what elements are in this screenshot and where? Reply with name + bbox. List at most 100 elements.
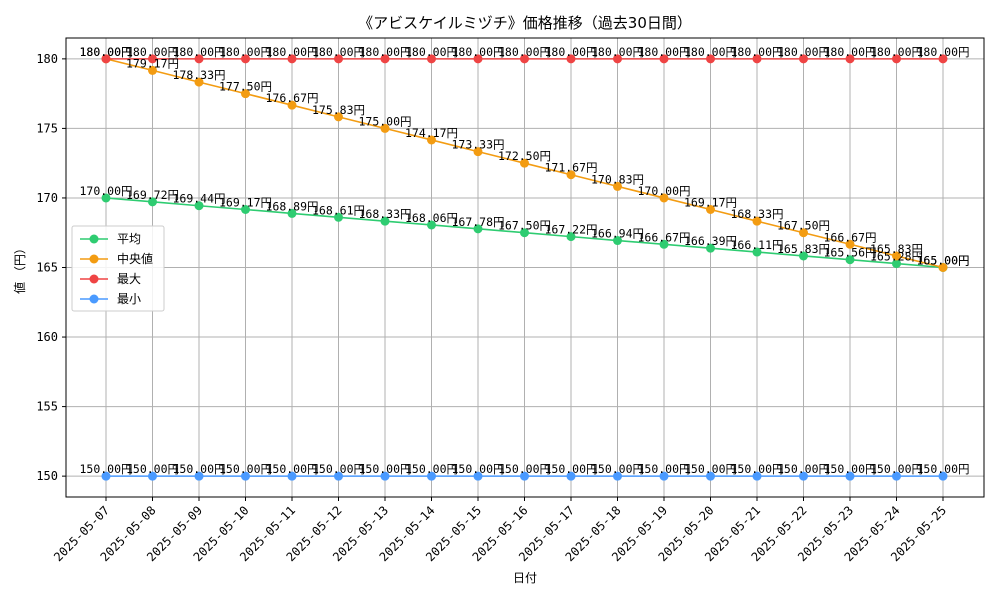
data-point bbox=[845, 255, 855, 265]
data-label: 180.00円 bbox=[172, 45, 225, 59]
data-point bbox=[101, 193, 111, 203]
legend-label: 中央値 bbox=[117, 251, 153, 266]
data-label: 180.00円 bbox=[777, 45, 830, 59]
data-label: 165.83円 bbox=[777, 242, 830, 256]
y-tick-label: 180 bbox=[36, 52, 58, 66]
data-label: 180.00円 bbox=[637, 45, 690, 59]
data-point bbox=[659, 54, 669, 64]
data-point bbox=[380, 216, 390, 226]
data-label: 150.00円 bbox=[79, 462, 132, 476]
data-point bbox=[520, 228, 529, 238]
data-label: 180.00円 bbox=[312, 45, 365, 59]
data-label: 180.00円 bbox=[358, 45, 411, 59]
data-point bbox=[706, 204, 715, 214]
data-point bbox=[845, 471, 855, 481]
data-label: 166.11円 bbox=[730, 238, 783, 252]
y-tick-label: 175 bbox=[36, 121, 58, 135]
data-point bbox=[892, 259, 901, 269]
data-point bbox=[566, 170, 576, 180]
data-label: 150.00円 bbox=[544, 462, 597, 476]
legend-label: 平均 bbox=[117, 232, 141, 246]
data-point bbox=[334, 471, 343, 481]
series-layer bbox=[101, 54, 948, 481]
data-point bbox=[520, 471, 529, 481]
data-label: 166.39円 bbox=[684, 234, 737, 248]
data-point bbox=[938, 54, 948, 64]
data-point bbox=[473, 224, 483, 234]
data-label: 171.67円 bbox=[544, 161, 597, 175]
data-label: 168.61円 bbox=[312, 203, 365, 217]
x-axis-title: 日付 bbox=[513, 571, 537, 585]
data-label: 150.00円 bbox=[312, 462, 365, 476]
data-point bbox=[101, 54, 111, 64]
legend-swatch-marker bbox=[89, 234, 99, 244]
data-point bbox=[938, 471, 948, 481]
data-point bbox=[659, 471, 669, 481]
data-label: 150.00円 bbox=[637, 462, 690, 476]
data-label: 167.78円 bbox=[451, 215, 504, 229]
data-point bbox=[241, 471, 250, 481]
data-point bbox=[334, 112, 343, 122]
data-point bbox=[752, 247, 762, 257]
legend-label: 最大 bbox=[117, 272, 141, 286]
data-label: 150.00円 bbox=[219, 462, 272, 476]
data-label: 180.00円 bbox=[730, 45, 783, 59]
data-point bbox=[287, 54, 297, 64]
data-label: 167.50円 bbox=[498, 219, 551, 233]
y-tick-label: 170 bbox=[36, 191, 58, 205]
data-label: 180.00円 bbox=[79, 45, 132, 59]
data-point bbox=[799, 471, 808, 481]
data-label: 150.00円 bbox=[777, 462, 830, 476]
data-label: 180.00円 bbox=[684, 45, 737, 59]
data-point bbox=[566, 54, 576, 64]
data-label: 177.50円 bbox=[219, 80, 272, 94]
data-point bbox=[427, 54, 436, 64]
data-label: 180.00円 bbox=[916, 45, 969, 59]
data-label: 168.33円 bbox=[358, 207, 411, 221]
data-point bbox=[148, 197, 157, 207]
data-point bbox=[566, 232, 576, 242]
data-point bbox=[194, 201, 204, 211]
data-point bbox=[799, 54, 808, 64]
data-point bbox=[799, 228, 808, 238]
data-label: 180.00円 bbox=[405, 45, 458, 59]
y-tick-label: 165 bbox=[36, 261, 58, 275]
data-point bbox=[473, 471, 483, 481]
data-point bbox=[845, 54, 855, 64]
data-point bbox=[752, 216, 762, 226]
data-label: 165.00円 bbox=[916, 254, 969, 268]
data-point bbox=[613, 236, 622, 246]
data-point bbox=[613, 471, 622, 481]
data-label: 168.06円 bbox=[405, 211, 458, 225]
data-label: 170.83円 bbox=[591, 172, 644, 186]
data-label: 169.44円 bbox=[172, 192, 225, 206]
data-point bbox=[892, 251, 901, 261]
data-point bbox=[148, 54, 157, 64]
data-label: 174.17円 bbox=[405, 126, 458, 140]
data-label: 150.00円 bbox=[730, 462, 783, 476]
data-label: 172.50円 bbox=[498, 149, 551, 163]
data-point bbox=[752, 54, 762, 64]
data-point bbox=[241, 54, 250, 64]
data-point bbox=[520, 158, 529, 168]
data-label: 150.00円 bbox=[870, 462, 923, 476]
data-label: 178.33円 bbox=[172, 68, 225, 82]
data-point bbox=[194, 77, 204, 87]
data-point bbox=[380, 54, 390, 64]
data-label: 180.00円 bbox=[544, 45, 597, 59]
data-point bbox=[938, 263, 948, 272]
data-point bbox=[613, 181, 622, 191]
data-point bbox=[520, 54, 529, 64]
data-label: 170.00円 bbox=[637, 184, 690, 198]
data-point bbox=[659, 239, 669, 249]
data-label: 150.00円 bbox=[823, 462, 876, 476]
data-point bbox=[334, 54, 343, 64]
data-point bbox=[287, 471, 297, 481]
data-point bbox=[566, 471, 576, 481]
data-point bbox=[148, 471, 157, 481]
data-label: 150.00円 bbox=[916, 462, 969, 476]
data-label: 180.00円 bbox=[451, 45, 504, 59]
data-label-layer: 170.00円169.72円169.44円169.17円168.89円168.6… bbox=[79, 45, 969, 476]
data-label: 180.00円 bbox=[265, 45, 318, 59]
